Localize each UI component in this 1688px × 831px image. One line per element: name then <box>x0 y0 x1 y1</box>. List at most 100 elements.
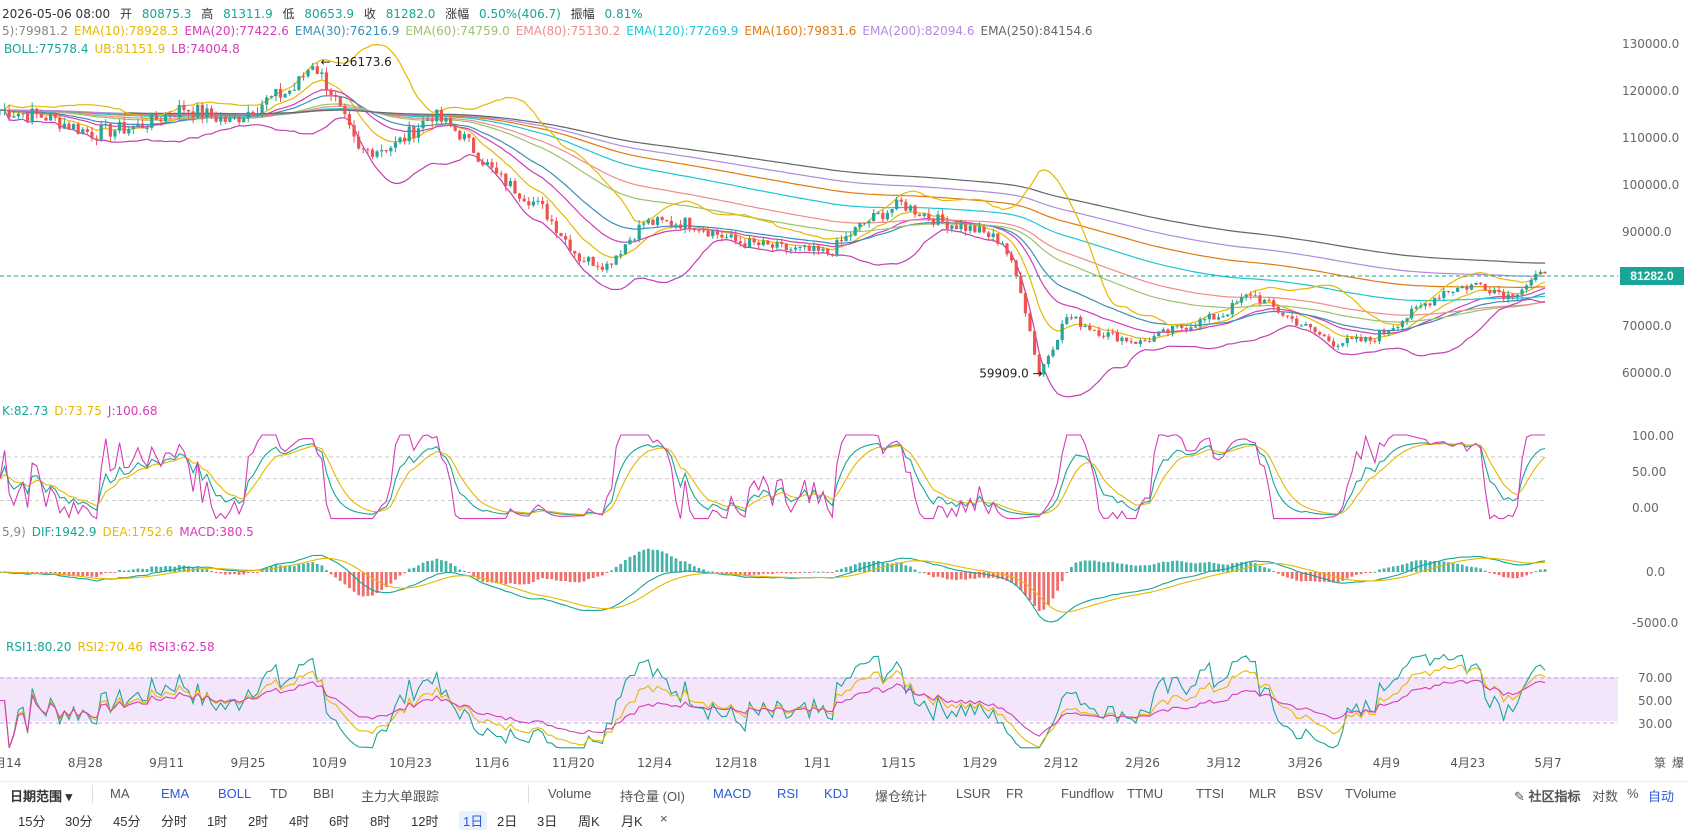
candle-body <box>1318 332 1322 335</box>
indicator-6[interactable]: LSUR <box>956 786 991 801</box>
date-range-dropdown[interactable]: 日期范围 ▾ <box>10 789 73 804</box>
macd-bar <box>748 572 751 575</box>
overlay-td[interactable]: TD <box>270 786 288 801</box>
indicator-9[interactable]: TTMU <box>1127 786 1164 801</box>
candle-body <box>711 230 715 237</box>
macd-bar <box>1028 572 1032 601</box>
overlay-ema[interactable]: EMA <box>161 786 190 801</box>
candle-body <box>1456 288 1460 292</box>
price-axis-label: 60000.0 <box>1622 366 1672 380</box>
macd-bar <box>1364 572 1368 573</box>
candle-body <box>246 111 250 119</box>
indicator-13[interactable]: TVolume <box>1345 786 1397 801</box>
macd-bar <box>867 561 871 572</box>
macd-bar <box>1051 572 1055 599</box>
interval-7[interactable]: 6时 <box>329 814 350 829</box>
macd-bar <box>1493 572 1496 574</box>
candle-body <box>1410 308 1414 319</box>
candle-body <box>1147 340 1152 342</box>
macd-bar <box>210 570 213 572</box>
low-label: 低 <box>282 7 295 21</box>
indicator-4[interactable]: KDJ <box>824 786 849 801</box>
interval-14[interactable]: 月K <box>621 814 643 829</box>
interval-2[interactable]: 45分 <box>113 814 141 829</box>
interval-6[interactable]: 4时 <box>289 814 310 829</box>
macd-bar <box>1125 564 1128 572</box>
interval-3[interactable]: 分时 <box>161 814 188 829</box>
chart-canvas[interactable]: ← 126173.6 59909.0 → 100.00 50.00 0.00 0.0 -… <box>0 0 1688 780</box>
macd-bar <box>352 572 356 592</box>
x-axis-label: 8月14 <box>0 756 21 770</box>
macd-bar <box>614 566 618 572</box>
interval-12[interactable]: 3日 <box>537 814 558 829</box>
candle-body <box>918 214 922 217</box>
rsi-axis-label: 50.00 <box>1638 694 1672 708</box>
indicator-10[interactable]: TTSI <box>1196 786 1225 801</box>
interval-13[interactable]: 周K <box>578 814 600 829</box>
macd-bar <box>311 562 315 572</box>
macd-bar <box>1322 572 1326 582</box>
candle-body <box>140 123 145 128</box>
log-toggle[interactable]: 对数 <box>1592 789 1619 804</box>
indicator-5[interactable]: 爆仓统计 <box>875 789 928 804</box>
close-icon[interactable]: × <box>660 811 668 826</box>
indicator-7[interactable]: FR <box>1006 786 1024 801</box>
candle-body <box>1028 313 1032 332</box>
candle-body <box>1502 292 1506 300</box>
candle-body <box>366 149 370 151</box>
interval-8[interactable]: 8时 <box>370 814 391 829</box>
macd-bar <box>187 566 190 572</box>
interval-5[interactable]: 2时 <box>248 814 269 829</box>
macd-bar <box>587 572 590 580</box>
candle-body <box>168 114 172 116</box>
candle-body <box>219 117 223 122</box>
macd-bar <box>656 549 659 572</box>
macd-bar <box>757 572 761 575</box>
overlay-bbi[interactable]: BBI <box>313 786 334 801</box>
overlay-主力大单跟踪[interactable]: 主力大单跟踪 <box>361 789 440 804</box>
high-annotation: ← 126173.6 <box>321 55 392 69</box>
candle-body <box>890 209 894 213</box>
macd-bar <box>1166 561 1170 572</box>
macd-bar <box>623 560 627 572</box>
indicator-12[interactable]: BSV <box>1297 786 1324 801</box>
candle-body <box>444 118 448 122</box>
overlay-ma[interactable]: MA <box>110 786 130 801</box>
indicator-2[interactable]: MACD <box>713 786 752 801</box>
macd-bar <box>1391 566 1395 572</box>
indicator-8[interactable]: Fundflow <box>1061 786 1114 801</box>
candle-body <box>67 123 71 130</box>
candle-body <box>1267 299 1271 301</box>
indicator-1[interactable]: 持仓量 (OI) <box>620 789 685 804</box>
macd-bar <box>683 561 687 572</box>
macd-bar <box>412 567 416 572</box>
candle-body <box>35 108 39 115</box>
indicator-3[interactable]: RSI <box>777 786 799 801</box>
percent-toggle[interactable]: % <box>1627 786 1639 801</box>
macd-bar <box>941 572 945 578</box>
rsi-legend: RSI1:80.20 RSI2:70.46 RSI3:62.58 <box>6 640 221 654</box>
interval-0[interactable]: 15分 <box>18 814 46 829</box>
kdj-axis-label: 0.00 <box>1632 501 1659 515</box>
macd-bar <box>118 569 121 572</box>
macd-bar <box>1212 562 1216 572</box>
interval-10[interactable]: 1日 <box>459 811 488 830</box>
macd-bar <box>467 572 471 573</box>
indicator-0[interactable]: Volume <box>548 786 592 801</box>
interval-1[interactable]: 30分 <box>65 814 93 829</box>
candle-body <box>660 217 664 220</box>
macd-bar <box>794 572 797 574</box>
interval-9[interactable]: 12时 <box>411 814 439 829</box>
indicator-11[interactable]: MLR <box>1249 786 1277 801</box>
candle-body <box>260 104 264 114</box>
interval-4[interactable]: 1时 <box>207 814 228 829</box>
community-indicator-button[interactable]: ✎ 社区指标 <box>1514 789 1581 804</box>
macd-bar <box>1152 564 1156 572</box>
macd-bar <box>371 572 374 596</box>
auto-toggle[interactable]: 自动 <box>1648 789 1675 804</box>
overlay-boll[interactable]: BOLL <box>218 786 252 801</box>
interval-11[interactable]: 2日 <box>497 814 518 829</box>
macd-bar <box>1203 562 1207 572</box>
macd-bar <box>600 572 604 576</box>
candle-body <box>449 118 453 126</box>
